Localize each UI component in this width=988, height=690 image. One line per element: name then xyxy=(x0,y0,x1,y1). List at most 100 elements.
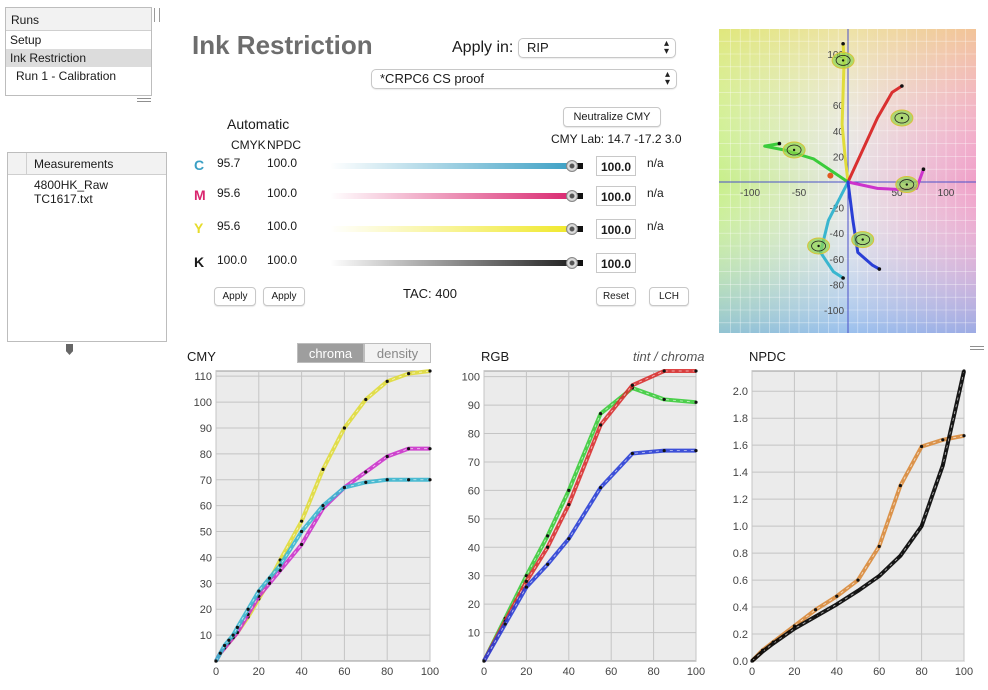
chart-y-tick-label: 110 xyxy=(194,371,212,383)
ink-slider-knob-cyan[interactable] xyxy=(566,160,578,172)
neutralize-cmy-button[interactable]: Neutralize CMY xyxy=(563,107,661,127)
chart-point xyxy=(231,633,235,637)
chart-point xyxy=(278,568,282,572)
chart-series-dash xyxy=(751,435,965,662)
chart-point xyxy=(750,659,754,663)
ab-series-red xyxy=(846,84,904,184)
ab-tick-label: -40 xyxy=(830,229,845,240)
ab-series-blue xyxy=(846,180,881,271)
ink-slider-knob-magenta[interactable] xyxy=(566,190,578,202)
ink-npdc-yellow: 100.0 xyxy=(267,219,298,233)
chart-point xyxy=(835,602,839,606)
ab-plane-chart[interactable]: -100-5050100100604020-20-40-60-80-100 xyxy=(719,29,976,333)
chart-point xyxy=(364,480,368,484)
chart-point xyxy=(662,449,666,453)
apply-cmyk-button[interactable]: Apply xyxy=(214,287,256,306)
chart-point xyxy=(524,579,528,583)
chart-point xyxy=(599,485,603,490)
page-title: Ink Restriction xyxy=(192,30,373,60)
select-arrows-icon: ▴ ▾ xyxy=(663,38,669,57)
ink-cmyk-black: 100.0 xyxy=(217,253,248,267)
profile-select[interactable]: *CRPC6 CS proof ▴ ▾ xyxy=(371,69,677,89)
runs-item-setup[interactable]: Setup xyxy=(10,33,42,47)
slider-end-icon xyxy=(577,193,583,199)
ink-na-cyan: n/a xyxy=(647,156,664,170)
chart-x-tick-label: 40 xyxy=(563,666,575,678)
ink-value-magenta[interactable]: 100.0 xyxy=(596,186,636,206)
chart-y-tick-label: 50 xyxy=(468,514,480,526)
ab-tolerance-ellipse xyxy=(835,54,851,66)
ink-letter-yellow: Y xyxy=(194,220,204,236)
chart-x-tick-label: 0 xyxy=(749,666,755,678)
ink-letter-cyan: C xyxy=(194,157,205,173)
chart-point xyxy=(342,485,346,490)
chart-x-tick-label: 0 xyxy=(481,666,487,678)
ink-slider-black[interactable] xyxy=(330,260,576,266)
chart-x-tick-label: 20 xyxy=(253,666,265,678)
ink-value-black[interactable]: 100.0 xyxy=(596,253,636,273)
chart-x-tick-label: 20 xyxy=(788,666,800,678)
ab-tick-label: 40 xyxy=(833,127,845,138)
ink-slider-cyan[interactable] xyxy=(330,163,576,169)
chart-point xyxy=(428,447,432,451)
chart-point xyxy=(214,659,218,663)
chart-x-tick-label: 80 xyxy=(381,666,393,678)
runs-item-run1[interactable]: Run 1 - Calibration xyxy=(16,69,117,83)
ink-value-cyan[interactable]: 100.0 xyxy=(596,156,636,176)
slider-marker-icon[interactable] xyxy=(66,344,73,355)
runs-item-ink-restriction[interactable]: Ink Restriction xyxy=(6,49,151,67)
ab-tolerance-ellipse xyxy=(786,144,802,156)
chart-y-tick-label: 30 xyxy=(468,571,480,583)
ab-measure-point xyxy=(905,183,908,186)
ink-slider-magenta[interactable] xyxy=(330,193,576,199)
ink-value-yellow[interactable]: 100.0 xyxy=(596,219,636,239)
apply-in-select[interactable]: RIP ▴ ▾ xyxy=(518,38,676,58)
chart-point xyxy=(567,503,571,507)
charts-resize-grip-icon[interactable] xyxy=(970,346,984,350)
chart-x-tick-label: 20 xyxy=(520,666,532,678)
ab-measure-point xyxy=(792,148,796,152)
chart-x-tick-label: 40 xyxy=(295,666,307,678)
measurement-item[interactable]: 4800HK_Raw TC1617.txt xyxy=(34,178,109,206)
slider-end-icon xyxy=(577,163,583,169)
chart-y-tick-label: 40 xyxy=(200,552,212,564)
chart-y-tick-label: 0.2 xyxy=(733,629,748,641)
chart-series-dash xyxy=(751,370,965,662)
chart-point xyxy=(364,397,368,402)
ab-measure-point xyxy=(861,238,864,241)
chart-point xyxy=(630,383,634,387)
panel-resize-handle[interactable] xyxy=(154,8,160,22)
ab-tick-label: -60 xyxy=(830,255,845,266)
chart-x-tick-label: 60 xyxy=(338,666,350,678)
ab-endpoint xyxy=(877,267,882,271)
ink-slider-yellow[interactable] xyxy=(330,226,576,232)
cmy-lab-readout: CMY Lab: 14.7 -17.2 3.0 xyxy=(551,132,682,146)
runs-header: Runs xyxy=(6,8,151,31)
ab-tick-label: -100 xyxy=(824,306,844,317)
chart-y-tick-label: 80 xyxy=(468,429,480,441)
chart-point xyxy=(814,614,818,619)
chart-y-tick-label: 90 xyxy=(200,423,212,435)
lch-button[interactable]: LCH xyxy=(649,287,689,306)
chart-x-tick-label: 60 xyxy=(605,666,617,678)
chart-y-tick-label: 100 xyxy=(462,372,480,384)
chart-y-tick-label: 30 xyxy=(200,578,212,590)
chart-y-tick-label: 60 xyxy=(200,501,212,513)
reset-button[interactable]: Reset xyxy=(596,287,636,306)
chart-point xyxy=(407,447,411,451)
runs-resize-grip-icon[interactable] xyxy=(137,98,151,102)
chroma-toggle[interactable]: chroma xyxy=(297,343,364,363)
ink-na-yellow: n/a xyxy=(647,219,664,233)
ab-paper-point xyxy=(827,172,834,179)
chart-y-tick-label: 90 xyxy=(468,400,480,412)
ink-slider-knob-yellow[interactable] xyxy=(566,223,578,235)
density-toggle[interactable]: density xyxy=(364,343,431,363)
apply-npdc-button[interactable]: Apply xyxy=(263,287,305,306)
ab-measure-point xyxy=(841,59,845,62)
profile-value: *CRPC6 CS proof xyxy=(380,71,485,86)
chart-point xyxy=(920,444,924,449)
chart-x-tick-label: 100 xyxy=(687,666,705,678)
ab-tick-label: 20 xyxy=(833,152,845,163)
ink-slider-knob-black[interactable] xyxy=(566,257,578,269)
chart-y-tick-label: 20 xyxy=(200,604,212,616)
